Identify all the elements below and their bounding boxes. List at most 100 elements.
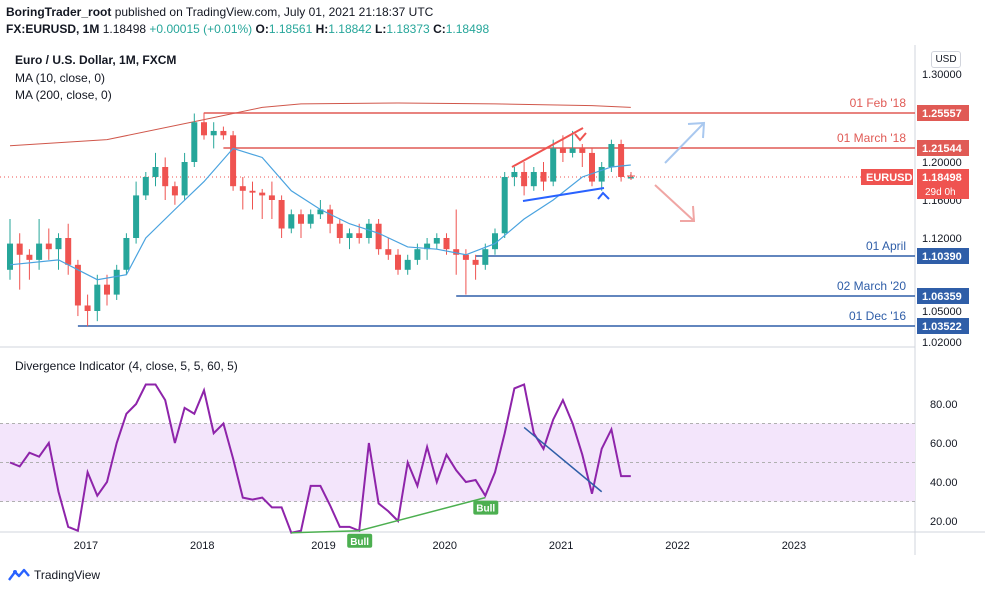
candle-body [472,259,479,265]
level-price-tag [917,288,969,304]
symbol-tag-label: EURUSD [866,172,913,184]
currency-button[interactable]: USD [931,51,961,68]
candle-body [239,186,246,191]
candle-body [181,162,188,196]
candle-body [579,148,586,153]
brand-label: TradingView [34,568,101,582]
candle-body [210,130,217,136]
symbol-tag [861,169,913,185]
publish-line: BoringTrader_root published on TradingVi… [6,5,433,19]
tradingview-logo-icon [8,568,30,581]
level-price-tag [917,248,969,264]
candle-body [123,238,130,270]
indicator-tick-label: 20.00 [930,516,958,528]
candle-body [404,259,411,270]
up-arrow-head-icon [687,121,706,139]
level-date-label: 01 March '18 [837,131,906,145]
candle-body [414,249,421,260]
lower-trend-line [522,187,605,202]
bull-divergence-line [291,530,360,534]
candle-body [278,200,285,229]
candle-body [501,176,508,234]
bull-badge [347,533,373,548]
indicator-tick-label: 60.00 [930,438,958,450]
high-value: 1.18842 [328,22,372,36]
ohlc-line: FX:EURUSD, 1M 1.18498 +0.00015 (+0.01%) … [6,22,489,36]
price-tick-label: 1.05000 [922,306,962,318]
price-tick-label: 1.12000 [922,233,962,245]
indicator-tick-label: 40.00 [930,477,958,489]
candle-body [511,171,518,177]
candle-body [346,233,353,238]
indicator-legend[interactable]: Divergence Indicator (4, close, 5, 5, 60… [15,359,238,373]
down-projection-arrow [654,184,694,221]
candle-body [598,166,605,182]
close-value: 1.18498 [445,22,490,36]
low-label: L: [375,22,387,36]
candle-body [268,195,275,200]
candle-body [230,135,237,187]
chart-title[interactable]: Euro / U.S. Dollar, 1M, FXCM [15,53,177,67]
author-name[interactable]: BoringTrader_root [6,5,112,19]
open-value: 1.18561 [268,22,313,36]
high-label: H: [315,22,329,36]
bull-divergence-line [359,496,486,532]
time-tick-label: 2023 [782,540,806,552]
upper-trend-line [511,127,584,168]
candle-body [365,223,372,238]
bull-badge-label: Bull [350,537,369,548]
level-price-label: 1.25557 [922,108,962,120]
candle-body [550,148,557,182]
level-date-label: 01 April [866,239,906,253]
candle-body [317,209,324,215]
up-projection-arrow [664,123,704,164]
price-tick-label: 1.30000 [922,69,962,81]
level-date-label: 01 Feb '18 [850,96,907,110]
countdown-label: 29d 0h [925,187,956,198]
price-tick-label: 1.02000 [922,337,962,349]
time-tick-label: 2020 [433,540,457,552]
candle-body [482,249,489,265]
candle-body [356,233,363,238]
candle-body [288,214,295,229]
bull-marker-icon [597,191,610,200]
candle-body [589,152,595,182]
ma10-legend[interactable]: MA (10, close, 0) [15,71,106,85]
time-tick-label: 2022 [665,540,689,552]
candle-body [36,243,43,260]
candle-body [45,243,52,250]
open-label: O: [255,22,269,36]
level-price-tag [917,318,969,334]
level-date-label: 02 March '20 [837,279,906,293]
time-tick-label: 2019 [311,540,335,552]
candle-body [424,243,431,250]
candle-body [55,238,62,250]
candle-body [259,192,266,196]
candle-body [433,238,440,244]
candle-body [298,214,304,224]
publish-info: published on TradingView.com, July 01, 2… [114,5,434,19]
candle-body [521,171,528,187]
level-price-tag [917,105,969,121]
level-price-tag [917,140,969,156]
price-tick-label: 1.20000 [922,157,962,169]
candle-body [220,130,227,136]
candle-body [201,122,207,136]
price-change: +0.00015 (+0.01%) [149,22,253,36]
indicator-tick-label: 80.00 [930,399,958,411]
time-tick-label: 2018 [190,540,214,552]
candle-body [375,223,382,250]
candle-body [559,148,566,153]
ma200-legend[interactable]: MA (200, close, 0) [15,88,112,102]
footer-brand[interactable]: TradingView [8,568,100,582]
candle-body [7,243,13,270]
candle-body [142,176,149,196]
candle-body [74,264,81,306]
candle-body [569,148,576,153]
candle-body [336,223,343,238]
level-price-label: 1.03522 [922,321,962,333]
candle-body [65,238,72,265]
candle-body [618,144,625,177]
time-tick-label: 2017 [74,540,98,552]
level-price-label: 1.06359 [922,291,962,303]
